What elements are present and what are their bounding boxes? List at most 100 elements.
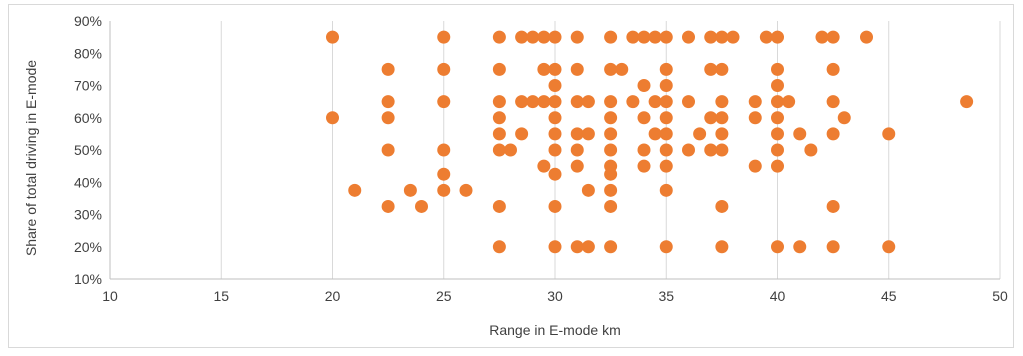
x-tick-label: 50 [992, 288, 1008, 304]
data-point [826, 30, 840, 44]
data-point [771, 30, 784, 44]
data-point [771, 62, 784, 76]
data-point [815, 30, 829, 44]
data-point [793, 127, 807, 141]
data-point [626, 30, 640, 44]
data-point [826, 95, 840, 109]
data-point [704, 62, 718, 76]
data-point [659, 30, 673, 44]
data-point [570, 127, 584, 141]
data-point [771, 95, 784, 109]
data-point [570, 159, 584, 173]
data-point [581, 240, 595, 254]
y-tick-label: 50% [74, 142, 102, 158]
data-point [771, 240, 784, 254]
data-point [537, 30, 551, 44]
data-point [659, 183, 673, 197]
data-point [637, 159, 651, 173]
data-point [771, 127, 784, 141]
data-point [437, 183, 451, 197]
data-point [682, 95, 695, 109]
y-tick-label: 10% [74, 271, 102, 287]
data-point [537, 62, 551, 76]
y-tick-label: 90% [74, 13, 102, 29]
data-point [548, 79, 562, 92]
data-point [604, 199, 618, 213]
data-point [492, 62, 506, 76]
data-point [381, 143, 395, 157]
data-point [548, 143, 562, 157]
data-point [826, 62, 840, 76]
data-point [659, 143, 673, 157]
y-tick-labels: 10% 20% 30% 40% 50% 60% 70% 80% 90% [74, 13, 102, 287]
data-point [604, 167, 618, 181]
data-point [637, 143, 651, 157]
data-point [659, 159, 673, 173]
data-point [604, 62, 618, 76]
y-tick-label: 30% [74, 207, 102, 223]
data-point [715, 143, 729, 157]
x-axis-title: Range in E-mode km [489, 322, 621, 338]
data-point [637, 79, 651, 92]
y-axis-title: Share of total driving in E-mode [23, 60, 39, 256]
data-point [826, 199, 840, 213]
data-point [548, 62, 562, 76]
data-point [748, 111, 762, 125]
data-point [771, 111, 784, 125]
x-tick-label: 40 [770, 288, 786, 304]
x-tick-label: 15 [213, 288, 229, 304]
y-tick-label: 20% [74, 239, 102, 255]
data-point [615, 62, 629, 76]
data-point [771, 79, 784, 92]
data-point [637, 30, 651, 44]
data-point [437, 95, 451, 109]
data-point [659, 111, 673, 125]
y-tick-label: 60% [74, 110, 102, 126]
data-point [715, 199, 729, 213]
data-point [960, 95, 974, 109]
data-point [860, 30, 873, 44]
data-point [570, 143, 584, 157]
y-tick-label: 40% [74, 174, 102, 190]
data-point [704, 30, 718, 44]
data-point [704, 143, 718, 157]
data-point [804, 143, 818, 157]
data-point [648, 95, 662, 109]
data-point [526, 95, 540, 109]
x-tick-label: 25 [436, 288, 452, 304]
data-point [715, 111, 729, 125]
data-point [492, 199, 506, 213]
y-tick-label: 80% [74, 45, 102, 61]
data-point [515, 127, 529, 141]
data-point [492, 30, 506, 44]
data-point [659, 95, 673, 109]
data-point [748, 159, 762, 173]
x-tick-labels: 10 15 20 25 30 35 40 45 50 [102, 288, 1008, 304]
data-point [581, 127, 595, 141]
data-point [570, 62, 584, 76]
chart-frame [8, 4, 1014, 348]
data-point [748, 95, 762, 109]
data-point [437, 62, 451, 76]
data-point [492, 127, 506, 141]
data-point [548, 240, 562, 254]
data-point [648, 127, 662, 141]
data-point [381, 199, 395, 213]
data-point [604, 240, 618, 254]
data-point [715, 30, 729, 44]
data-point [570, 95, 584, 109]
data-point [837, 111, 851, 125]
data-point [548, 111, 562, 125]
data-point [326, 111, 339, 125]
y-tick-label: 70% [74, 78, 102, 94]
data-point [771, 143, 784, 157]
data-point [659, 79, 673, 92]
data-point [537, 159, 551, 173]
axes [109, 21, 1000, 280]
x-tick-label: 35 [658, 288, 674, 304]
data-point [581, 183, 595, 197]
data-point [381, 111, 395, 125]
data-point [381, 95, 395, 109]
data-point [682, 143, 695, 157]
